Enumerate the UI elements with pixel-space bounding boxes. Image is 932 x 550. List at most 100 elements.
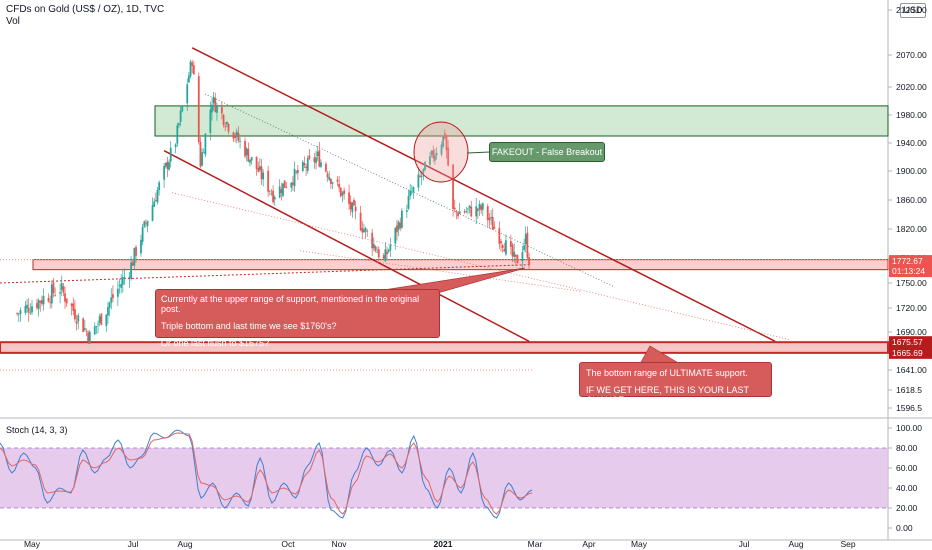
candle-body <box>93 326 96 335</box>
candle-body <box>363 229 365 233</box>
candle-body <box>366 230 369 232</box>
candle-body <box>179 110 182 122</box>
candle-body <box>296 169 299 174</box>
support-note-line: Currently at the upper range of support,… <box>161 294 420 314</box>
fakeout-note: FAKEOUT - False Breakout <box>489 142 605 162</box>
candle-body <box>430 150 433 155</box>
level-tag-bg <box>889 336 932 349</box>
candle-body <box>105 314 108 327</box>
candle-body <box>244 140 246 157</box>
candle-body <box>394 227 397 244</box>
candle-body <box>505 240 507 255</box>
time-tick-label: May <box>24 539 41 549</box>
candle-body <box>501 245 504 249</box>
stoch-tick-label: 20.00 <box>896 503 918 513</box>
candle-body <box>524 234 527 245</box>
candle-body <box>168 162 170 170</box>
candle-body <box>351 202 354 213</box>
candle-body <box>239 140 241 142</box>
candle-body <box>100 313 103 325</box>
candle-body <box>432 150 435 159</box>
candle-body <box>26 304 28 309</box>
candle-body <box>452 164 454 209</box>
candle-body <box>255 156 258 169</box>
candle-body <box>396 225 398 233</box>
fakeout-ellipse <box>413 121 469 183</box>
candle-body <box>493 227 496 229</box>
volume-label: Vol <box>6 16 20 27</box>
candle-body <box>503 248 506 252</box>
support-note: Currently at the upper range of support,… <box>155 289 440 348</box>
candle-body <box>318 150 321 167</box>
candle-body <box>361 228 364 233</box>
candle-body <box>74 309 76 320</box>
candle-body <box>97 323 99 325</box>
candle-body <box>174 144 177 148</box>
candle-body <box>295 171 298 173</box>
candle-body <box>151 205 154 221</box>
candle-body <box>305 166 308 169</box>
time-tick-label: 2021 <box>434 539 453 549</box>
candle-body <box>156 190 159 203</box>
time-tick-label: Aug <box>788 539 803 549</box>
candle-body <box>222 114 225 125</box>
candle-body <box>176 125 179 144</box>
candle-body <box>64 293 66 302</box>
candle-body <box>329 178 332 184</box>
candle-body <box>500 241 502 244</box>
candle-body <box>278 186 281 198</box>
candle-body <box>145 222 147 224</box>
candle-body <box>110 297 113 303</box>
candle-body <box>341 192 344 196</box>
candle-body <box>422 168 425 174</box>
candle-body <box>47 297 50 302</box>
candle-body <box>249 159 251 163</box>
candle-body <box>49 302 52 304</box>
candle-body <box>475 206 478 217</box>
candle-body <box>435 153 438 156</box>
candle-body <box>457 212 459 217</box>
price-tick-label: 1596.5 <box>896 403 922 413</box>
countdown-tag: 01:13:24 <box>892 266 925 276</box>
candle-body <box>130 262 132 279</box>
candle-body <box>400 210 403 228</box>
candle-body <box>59 292 61 294</box>
candle-body <box>399 222 402 229</box>
candle-body <box>417 174 420 188</box>
candle-body <box>27 307 30 313</box>
stoch-tick-label: 100.00 <box>896 423 922 433</box>
candle-body <box>481 203 484 210</box>
candle-body <box>16 313 19 315</box>
last-price-tag-bg <box>889 255 932 268</box>
candle-body <box>186 84 189 104</box>
time-tick-label: Sep <box>840 539 855 549</box>
candle-body <box>273 196 276 200</box>
candle-body <box>490 217 492 219</box>
currency-button[interactable]: USD <box>900 3 926 18</box>
candle-body <box>214 97 217 113</box>
trend-dotted-line <box>299 250 581 292</box>
candle-body <box>409 190 412 197</box>
candle-body <box>354 206 357 212</box>
candle-body <box>424 162 426 171</box>
candle-body <box>420 175 423 177</box>
candle-body <box>442 135 445 147</box>
candle-body <box>338 183 341 188</box>
candle-body <box>83 328 86 330</box>
fakeout-pointer <box>466 151 491 154</box>
stoch-tick-label: 60.00 <box>896 463 918 473</box>
candle-body <box>189 61 192 77</box>
level-tag-bg <box>889 346 932 359</box>
candle-body <box>262 172 265 180</box>
price-tick-label: 1940.00 <box>896 138 927 148</box>
level-tag: 1665.69 <box>892 348 923 358</box>
candle-body <box>260 166 263 179</box>
candle-body <box>480 205 483 211</box>
candle-body <box>133 247 136 266</box>
candle-body <box>221 107 223 114</box>
trend-dotted-line <box>171 192 791 341</box>
candle-body <box>178 123 180 126</box>
ultimate-note: The bottom range of ULTIMATE support. IF… <box>579 362 772 405</box>
candle-body <box>187 75 190 83</box>
